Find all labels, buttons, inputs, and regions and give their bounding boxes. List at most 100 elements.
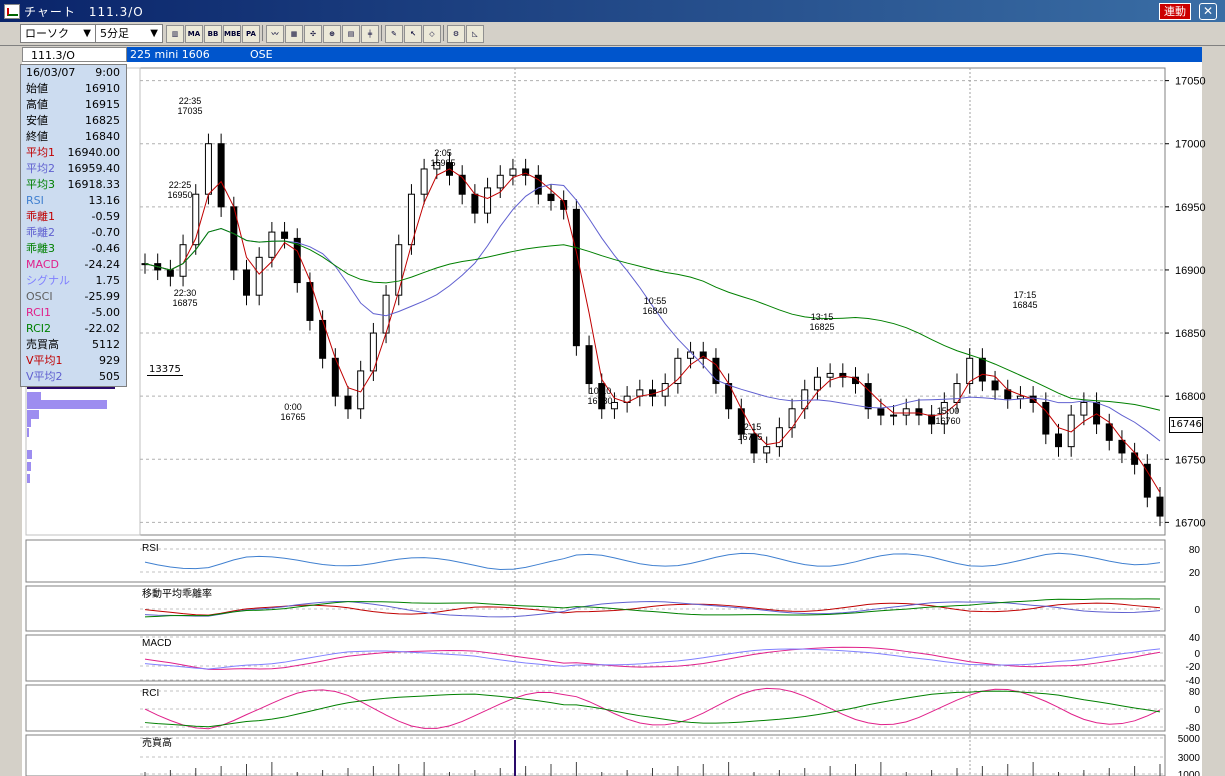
data-panel-row: 乖離2 -0.70 — [21, 225, 124, 241]
cursor-icon[interactable]: ↖ — [404, 25, 422, 43]
moving-average-line — [144, 183, 1161, 442]
macd-tick-label: -20 — [1186, 662, 1201, 673]
candle-body — [1042, 401, 1050, 435]
data-panel-datetime: 16/03/07 9:00 — [21, 65, 124, 81]
annotation-price: 16760 — [935, 416, 960, 426]
data-panel-label: 売買高 — [26, 338, 59, 351]
macd-panel-frame — [25, 634, 1166, 682]
candle-body — [585, 345, 593, 385]
volume-profile-bar — [27, 418, 31, 427]
toolbar-separator — [262, 25, 263, 41]
settings-icon[interactable]: ⚙ — [447, 25, 465, 43]
candle-body — [991, 380, 999, 391]
data-panel-value: -24.24 — [84, 258, 120, 271]
annotation-time: 22:25 — [169, 180, 192, 190]
data-panel-value: -0.70 — [91, 226, 120, 239]
measure-icon[interactable]: ◺ — [466, 25, 484, 43]
cross-icon[interactable]: ✣ — [304, 25, 322, 43]
candle-body — [674, 357, 682, 385]
volume-tick-label: 1000 — [1178, 770, 1201, 776]
moving-average-line — [144, 168, 1161, 493]
candle-body — [775, 427, 783, 448]
data-panel-label: 終値 — [26, 130, 48, 143]
macd-tick-label: 40 — [1189, 633, 1201, 644]
data-panel-row: MACD -24.24 — [21, 257, 124, 273]
chart-type-dropdown[interactable]: ローソク ▼ — [20, 24, 96, 43]
y-tick-label: 16750 — [1175, 454, 1206, 466]
data-panel-value: 16940.00 — [67, 146, 121, 159]
pa-icon[interactable]: PA — [242, 25, 260, 43]
close-icon[interactable]: ✕ — [1199, 3, 1217, 20]
candle-body — [496, 174, 504, 189]
data-panel-row: 終値 16840 — [21, 129, 124, 145]
deviation-line-2 — [144, 600, 1161, 618]
data-panel-row: OSCI -25.99 — [21, 289, 124, 305]
annotation-price: 16745 — [737, 432, 762, 442]
interval-dropdown[interactable]: 5分足 ▼ — [95, 24, 163, 43]
candle-body — [572, 208, 580, 347]
ma-icon[interactable]: MA — [185, 25, 203, 43]
eraser-icon[interactable]: ◇ — [423, 25, 441, 43]
rsi-panel-label: RSI — [142, 543, 159, 554]
candle-body — [712, 357, 720, 385]
annotation-time: 10:55 — [644, 296, 667, 306]
y-tick-label: 16900 — [1175, 265, 1206, 277]
toolbar-separator — [381, 25, 382, 41]
symbol-code[interactable]: 111.3/O — [22, 47, 127, 62]
macd-tick-label: 0 — [1194, 649, 1200, 660]
candle-body — [166, 269, 174, 277]
line-icon[interactable]: 〰 — [266, 25, 284, 43]
candle-body — [750, 433, 758, 454]
data-panel-value: 929 — [99, 354, 120, 367]
zoom-icon[interactable]: ⊕ — [323, 25, 341, 43]
volume-profile-bar — [27, 428, 29, 437]
data-panel-row: シグナル 1.75 — [21, 273, 124, 289]
candle-icon[interactable]: ▥ — [166, 25, 184, 43]
y-tick-label: 16850 — [1175, 328, 1206, 340]
link-button[interactable]: 連動 — [1159, 3, 1191, 20]
candle-body — [1093, 401, 1101, 425]
data-panel-row: 安値 16825 — [21, 113, 124, 129]
candle-body — [1016, 395, 1024, 400]
toolbar-separator — [162, 25, 163, 41]
hv-icon[interactable]: ╪ — [361, 25, 379, 43]
candle-body — [471, 193, 479, 214]
candle-body — [902, 408, 910, 416]
data-panel-label: シグナル — [26, 274, 70, 287]
data-panel-row: 始値 16910 — [21, 81, 124, 97]
data-panel-label: 始値 — [26, 82, 48, 95]
data-panel-value: 16915 — [85, 98, 120, 111]
chart-icon[interactable]: ▦ — [285, 25, 303, 43]
y-tick-label: 17050 — [1175, 76, 1206, 88]
chart-type-value: ローソク — [25, 27, 69, 40]
y-tick-label: 16950 — [1175, 202, 1206, 214]
chart-app-icon — [4, 4, 20, 19]
data-panel-label: RCI1 — [26, 306, 52, 319]
bb-icon[interactable]: BB — [204, 25, 222, 43]
candle-body — [826, 372, 834, 378]
pen-icon[interactable]: ✎ — [385, 25, 403, 43]
chevron-down-icon: ▼ — [83, 28, 91, 39]
toolbar-separator — [443, 25, 444, 41]
data-panel-value: -25.99 — [84, 290, 120, 303]
candle-body — [598, 383, 606, 410]
data-panel-value: -5.00 — [91, 306, 120, 319]
deviation-panel-label: 移動平均乖離率 — [142, 587, 212, 600]
candle-body — [864, 383, 872, 410]
window-title: チャート 111.3/O — [24, 5, 144, 19]
candle-body — [877, 408, 885, 416]
time-value: 9:00 — [95, 66, 120, 79]
candle-body — [306, 282, 314, 321]
data-panel-row: RCI2 -22.02 — [21, 321, 124, 337]
print-icon[interactable]: ▤ — [342, 25, 360, 43]
candle-body — [433, 162, 441, 170]
candle-body — [509, 168, 517, 176]
mbe-icon[interactable]: MBE — [223, 25, 241, 43]
candle-body — [357, 370, 365, 410]
data-panel-label: 乖離3 — [26, 242, 55, 255]
rci-tick-label: 80 — [1189, 687, 1201, 698]
candle-body — [610, 401, 618, 410]
data-panel-row: 乖離1 -0.59 — [21, 209, 124, 225]
data-panel-row: 平均2 16959.40 — [21, 161, 124, 177]
